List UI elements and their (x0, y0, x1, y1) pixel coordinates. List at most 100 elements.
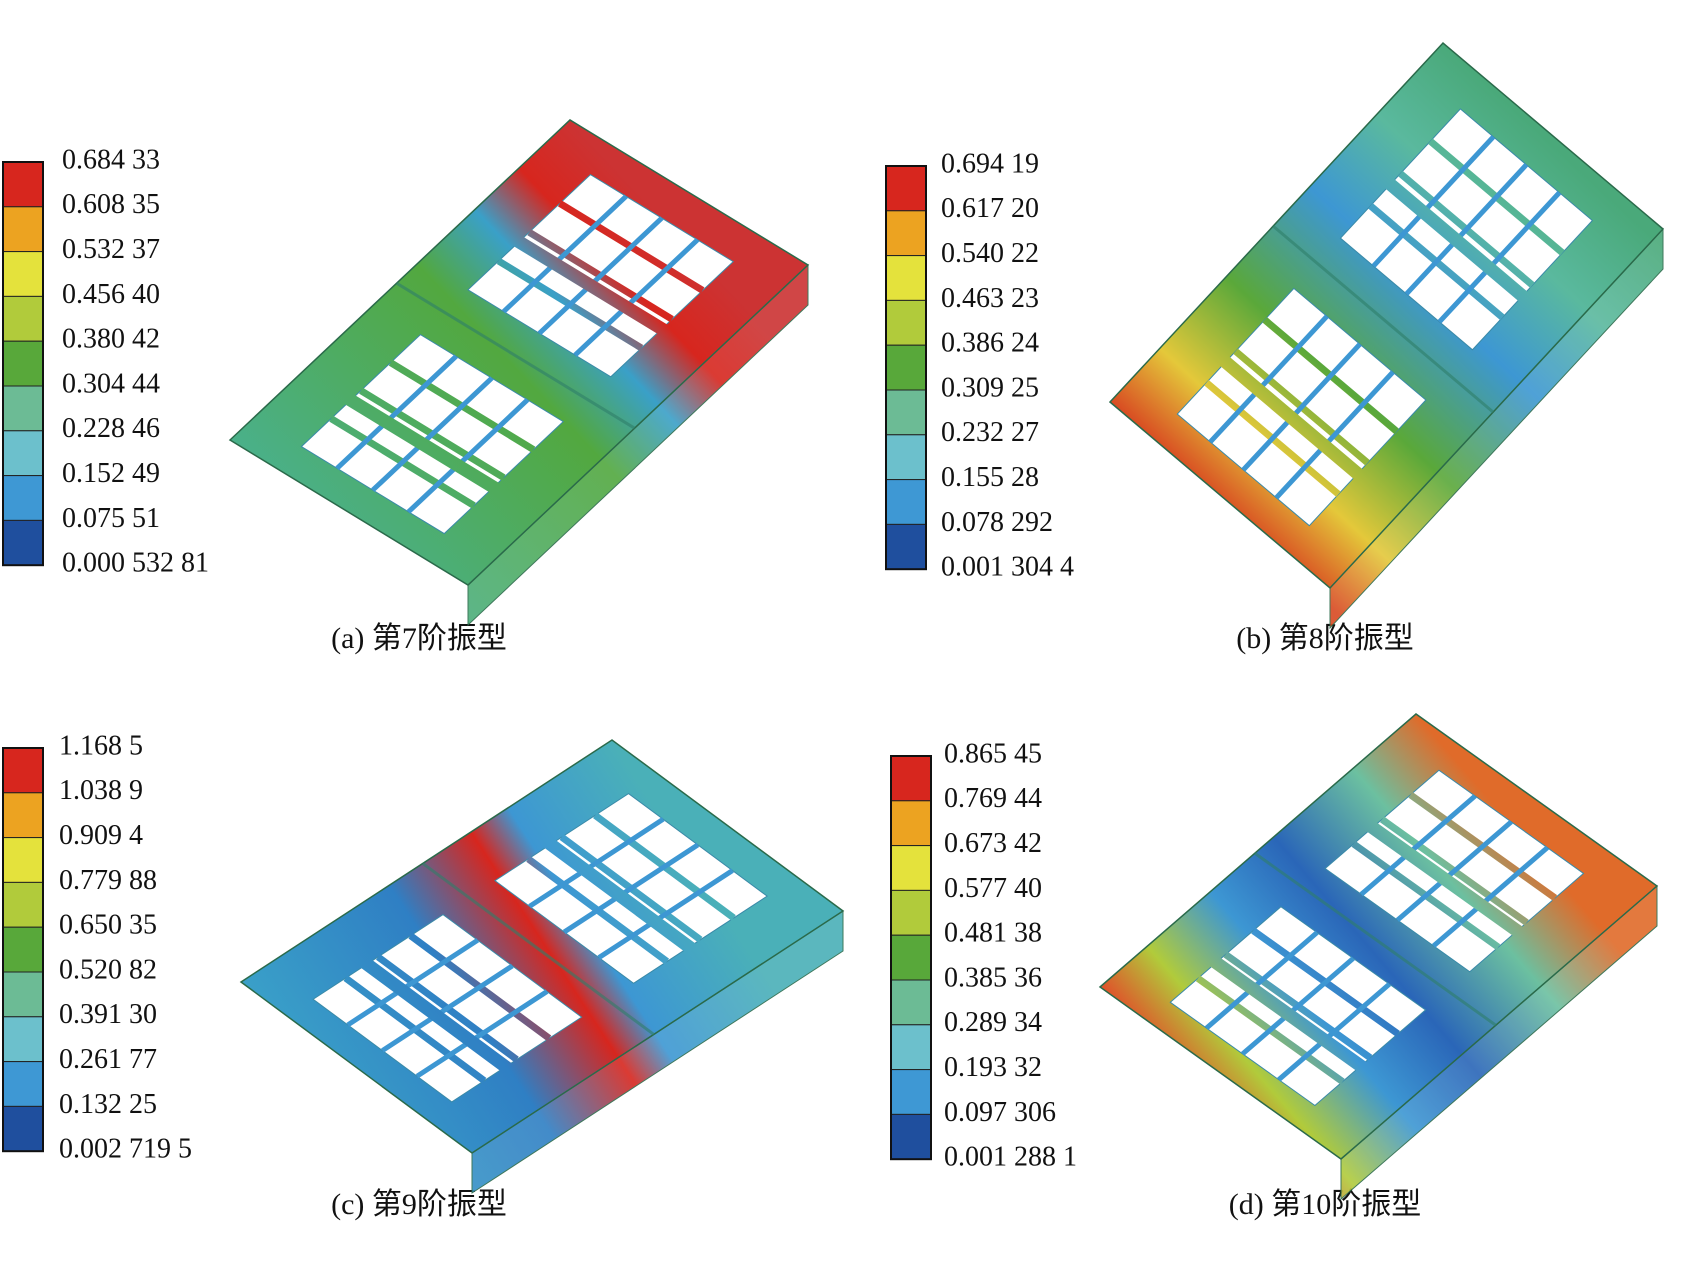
legend-swatch (2, 340, 44, 387)
legend-label: 0.001 304 4 (941, 552, 1074, 583)
legend-label: 0.193 32 (944, 1052, 1042, 1083)
legend-label: 0.228 46 (62, 413, 160, 444)
legend-label: 0.779 88 (59, 865, 157, 896)
legend-swatch (890, 1113, 932, 1160)
legend-label: 0.540 22 (941, 238, 1039, 269)
legend-label: 0.909 4 (59, 820, 143, 851)
mode-shape (1098, 713, 1659, 1201)
legend-label: 0.532 37 (62, 234, 160, 265)
legend-label: 0.000 532 81 (62, 548, 209, 579)
legend-swatch (2, 837, 44, 883)
legend-swatch (2, 1016, 44, 1063)
slat (371, 376, 494, 492)
legend-swatch (885, 389, 927, 436)
legend-frame (890, 755, 932, 1161)
mid-beam (1272, 224, 1495, 414)
slat (1208, 314, 1329, 444)
legend-frame (2, 747, 44, 1153)
slat (597, 868, 734, 960)
legend-swatch (885, 299, 927, 346)
mode-shape (228, 119, 810, 627)
mode-shape (1108, 41, 1665, 630)
slat (415, 989, 549, 1079)
legend-label: 0.385 36 (944, 962, 1042, 993)
legend-swatch (2, 881, 44, 928)
rod (1346, 807, 1543, 952)
legend-label: 0.650 35 (59, 910, 157, 941)
caption: (c) 第9阶振型 (331, 1188, 507, 1221)
legend-swatch (885, 523, 927, 570)
legend-swatch (2, 926, 44, 973)
legend-frame (885, 165, 927, 571)
rod (1201, 340, 1382, 495)
legend-swatch (890, 845, 932, 891)
legend-swatch (885, 434, 927, 481)
slat (406, 398, 530, 514)
legend-label: 0.463 23 (941, 283, 1039, 314)
caption: (a) 第7阶振型 (331, 622, 507, 655)
slat (1404, 163, 1529, 296)
frame-body (239, 739, 845, 1154)
legend-label: 0.673 42 (944, 828, 1042, 859)
rod (1366, 162, 1547, 318)
legend-label: 0.304 44 (62, 368, 160, 399)
legend-label: 0.155 28 (941, 462, 1039, 493)
legend-swatch (2, 206, 44, 253)
slat (1274, 370, 1395, 500)
frame-body (1098, 713, 1659, 1160)
slat (562, 842, 700, 935)
slat (528, 817, 665, 909)
slat (537, 216, 664, 336)
slat (1395, 819, 1513, 923)
legend-label: 0.097 306 (944, 1097, 1056, 1128)
legend-label: 0.456 40 (62, 279, 160, 310)
legend-label: 1.038 9 (59, 775, 143, 806)
legend-label: 0.132 25 (59, 1089, 157, 1120)
legend-swatch (885, 210, 927, 257)
mode-shape (239, 739, 845, 1194)
frame-body (1108, 41, 1665, 590)
slat (1204, 930, 1319, 1030)
legend-swatch (2, 792, 44, 839)
slat (1359, 794, 1477, 897)
rod (341, 943, 531, 1087)
legend-swatch (890, 755, 932, 802)
slat (1431, 845, 1550, 948)
rod (325, 382, 520, 506)
legend-swatch (2, 251, 44, 297)
slat (1241, 342, 1362, 472)
legend-swatch (2, 475, 44, 521)
legend-swatch (885, 165, 927, 212)
legend-label: 0.391 30 (59, 999, 157, 1030)
legend-swatch (2, 161, 44, 208)
mid-beam (421, 862, 655, 1036)
legend-swatch (885, 344, 927, 391)
legend-label: 1.168 5 (59, 730, 143, 761)
legend-swatch (890, 800, 932, 847)
legend-swatch (2, 747, 44, 794)
legend-swatch (885, 479, 927, 525)
legend-frame (2, 161, 44, 567)
legend-swatch (890, 934, 932, 981)
rod (525, 824, 715, 968)
slat (1277, 982, 1392, 1082)
legend-label: 0.520 82 (59, 954, 157, 985)
rod (1190, 942, 1387, 1087)
rod (493, 223, 688, 347)
legend-label: 0.865 45 (944, 738, 1042, 769)
legend-label: 0.002 719 5 (59, 1134, 192, 1165)
mid-beam (1253, 852, 1497, 1027)
legend-swatch (2, 1105, 44, 1152)
legend-label: 0.001 288 1 (944, 1142, 1077, 1173)
legend-label: 0.380 42 (62, 324, 160, 355)
legend-swatch (2, 971, 44, 1018)
legend-swatch (890, 979, 932, 1026)
legend-label: 0.309 25 (941, 372, 1039, 403)
slat (346, 938, 480, 1028)
legend-label: 0.617 20 (941, 193, 1039, 224)
caption: (b) 第8阶振型 (1236, 622, 1413, 655)
mid-beam (395, 281, 636, 430)
legend-label: 0.684 33 (62, 144, 160, 175)
slat (1437, 190, 1562, 324)
legend-swatch (890, 889, 932, 936)
